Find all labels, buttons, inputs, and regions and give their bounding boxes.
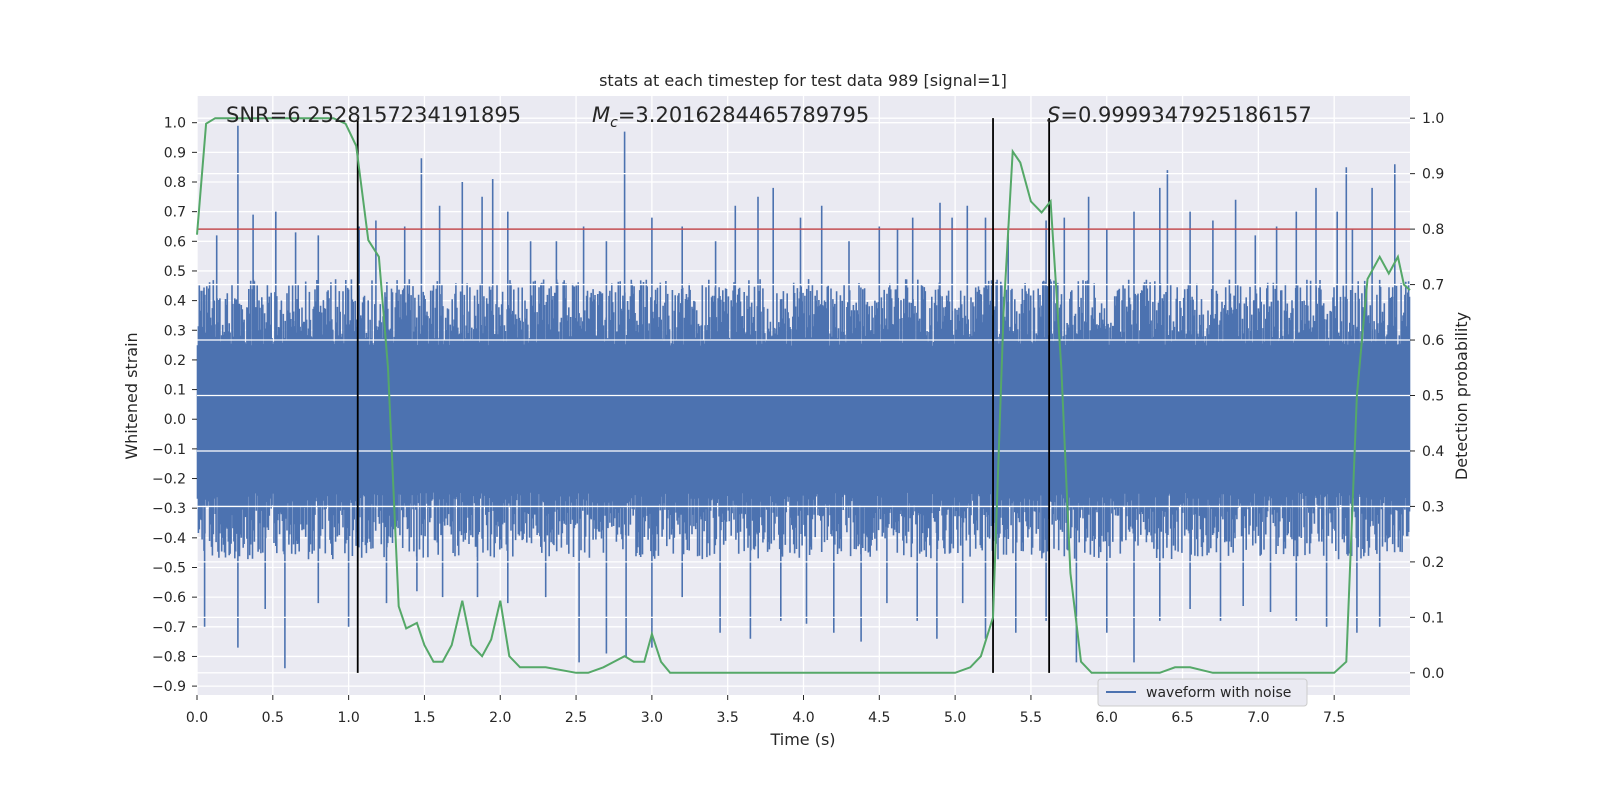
y-right-tick-label: 0.5 xyxy=(1422,389,1444,405)
y-right-tick-label: 0.9 xyxy=(1422,167,1444,183)
waveform-core xyxy=(197,377,1410,461)
s-symbol: S xyxy=(1047,103,1060,127)
x-tick-label: 3.5 xyxy=(717,710,739,726)
y-left-tick-label: −0.9 xyxy=(152,679,186,695)
y-left-tick-label: −0.1 xyxy=(152,442,186,458)
x-tick-label: 1.5 xyxy=(413,710,435,726)
x-tick-label: 1.0 xyxy=(337,710,359,726)
y-left-tick-label: 0.8 xyxy=(164,175,186,191)
legend-box xyxy=(1097,678,1308,707)
y-left-tick-label: 0.3 xyxy=(164,323,186,339)
y-axis-left-label: Whitened strain xyxy=(122,332,141,459)
x-tick-label: 2.0 xyxy=(489,710,511,726)
chirp-mass-annotation: Mc=3.2016284465789795 xyxy=(592,103,869,131)
x-tick-label: 7.0 xyxy=(1247,710,1269,726)
x-tick-label: 4.5 xyxy=(868,710,890,726)
x-tick-label: 6.5 xyxy=(1171,710,1193,726)
y-right-tick-label: 0.2 xyxy=(1422,555,1444,571)
y-left-tick-label: −0.2 xyxy=(152,472,186,488)
y-left-tick-label: −0.7 xyxy=(152,620,186,636)
x-tick-label: 0.5 xyxy=(262,710,284,726)
legend-label: waveform with noise xyxy=(1146,685,1291,701)
mc-value: =3.2016284465789795 xyxy=(618,103,869,127)
y-left-tick-label: 1.0 xyxy=(164,116,186,132)
snr-annotation: SNR=6.2528157234191895 xyxy=(226,103,521,127)
y-right-tick-label: 0.7 xyxy=(1422,278,1444,294)
y-right-tick-label: 0.8 xyxy=(1422,222,1444,238)
chart-title: stats at each timestep for test data 989… xyxy=(599,71,1007,90)
x-axis-label: Time (s) xyxy=(769,730,835,749)
x-tick-label: 4.0 xyxy=(792,710,814,726)
y-right-tick-label: 0.4 xyxy=(1422,444,1444,460)
x-tick-label: 3.0 xyxy=(641,710,663,726)
y-left-tick-label: 0.1 xyxy=(164,383,186,399)
y-left-tick-label: −0.4 xyxy=(152,531,186,547)
y-right-tick-label: 0.3 xyxy=(1422,499,1444,515)
overlay-lines xyxy=(196,117,1411,674)
y-left-tick-label: 0.2 xyxy=(164,353,186,369)
x-tick-label: 5.0 xyxy=(944,710,966,726)
y-right-tick-label: 0.6 xyxy=(1422,333,1444,349)
y-right-tick-label: 0.1 xyxy=(1422,610,1444,626)
y-left-tick-label: 0.6 xyxy=(164,234,186,250)
x-tick-label: 0.0 xyxy=(186,710,208,726)
waveform-series xyxy=(196,125,1411,669)
mc-symbol: M xyxy=(592,103,610,127)
axes: 0.0 0.5 1.0 1.5 2.0 2.5 3.0 3.5 4.0 4.5 5.0 5.5 6.0 6… xyxy=(152,111,1444,726)
y-left-tick-label: −0.6 xyxy=(152,590,186,606)
y-left-tick-label: −0.8 xyxy=(152,649,186,665)
y-left-tick-label: 0.5 xyxy=(164,264,186,280)
y-left-tick-label: −0.3 xyxy=(152,501,186,517)
y-left-tick-label: −0.5 xyxy=(152,560,186,576)
y-left-tick-label: 0.7 xyxy=(164,205,186,221)
y-left-tick-label: 0.9 xyxy=(164,145,186,161)
y-left-tick-label: 0.0 xyxy=(164,412,186,428)
y-left-tick-label: 0.4 xyxy=(164,294,186,310)
detection-probability-line xyxy=(196,117,1411,674)
spin-annotation: S=0.9999347925186157 xyxy=(1047,103,1312,127)
y-right-tick-label: 1.0 xyxy=(1422,111,1444,127)
x-tick-label: 5.5 xyxy=(1020,710,1042,726)
y-right-tick-label: 0.0 xyxy=(1422,666,1444,682)
x-tick-label: 2.5 xyxy=(565,710,587,726)
legend: waveform with noise xyxy=(1097,678,1308,707)
y-axis-right-label: Detection probability xyxy=(1452,312,1471,480)
x-tick-label: 6.0 xyxy=(1096,710,1118,726)
s-value: =0.9999347925186157 xyxy=(1060,103,1311,127)
x-tick-label: 7.5 xyxy=(1323,710,1345,726)
mc-subscript: c xyxy=(610,115,618,131)
